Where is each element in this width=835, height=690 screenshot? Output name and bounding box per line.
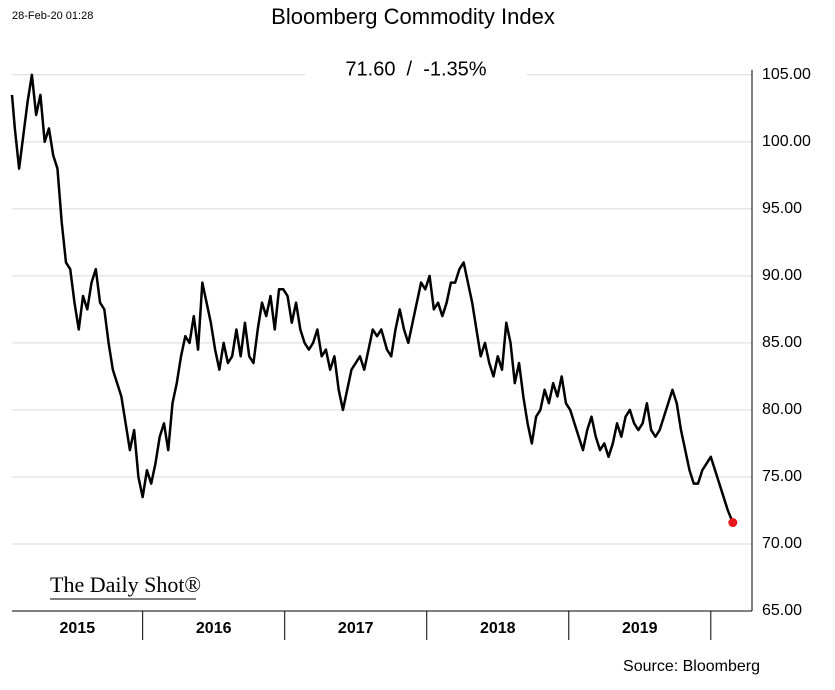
timestamp: 28-Feb-20 01:28 — [12, 10, 93, 22]
y-tick-label: 105.00 — [762, 66, 811, 83]
chart-title: Bloomberg Commodity Index — [271, 4, 555, 29]
annotation-backdrop — [305, 58, 527, 88]
y-tick-label: 90.00 — [762, 267, 802, 284]
y-tick-label: 80.00 — [762, 401, 802, 418]
x-tick-label: 2019 — [622, 620, 658, 637]
y-tick-label: 70.00 — [762, 535, 802, 552]
last-point — [728, 518, 738, 528]
logo: The Daily Shot® — [50, 572, 201, 597]
y-tick-label: 85.00 — [762, 334, 802, 351]
series-line — [10, 73, 734, 524]
source: Source: Bloomberg — [623, 658, 760, 675]
y-tick-label: 100.00 — [762, 133, 811, 150]
y-tick-label: 75.00 — [762, 468, 802, 485]
y-tick-label: 95.00 — [762, 200, 802, 217]
annotation: 71.60 / -1.35% — [345, 58, 486, 80]
x-tick-label: 2018 — [480, 620, 516, 637]
x-tick-label: 2015 — [60, 620, 96, 637]
x-tick-label: 2017 — [338, 620, 374, 637]
y-tick-label: 65.00 — [762, 602, 802, 619]
plot-layer: 65.00 70.00 75.00 80.00 85.00 90.00 95.00 100.0… — [10, 66, 811, 640]
x-tick-label: 2016 — [196, 620, 232, 637]
